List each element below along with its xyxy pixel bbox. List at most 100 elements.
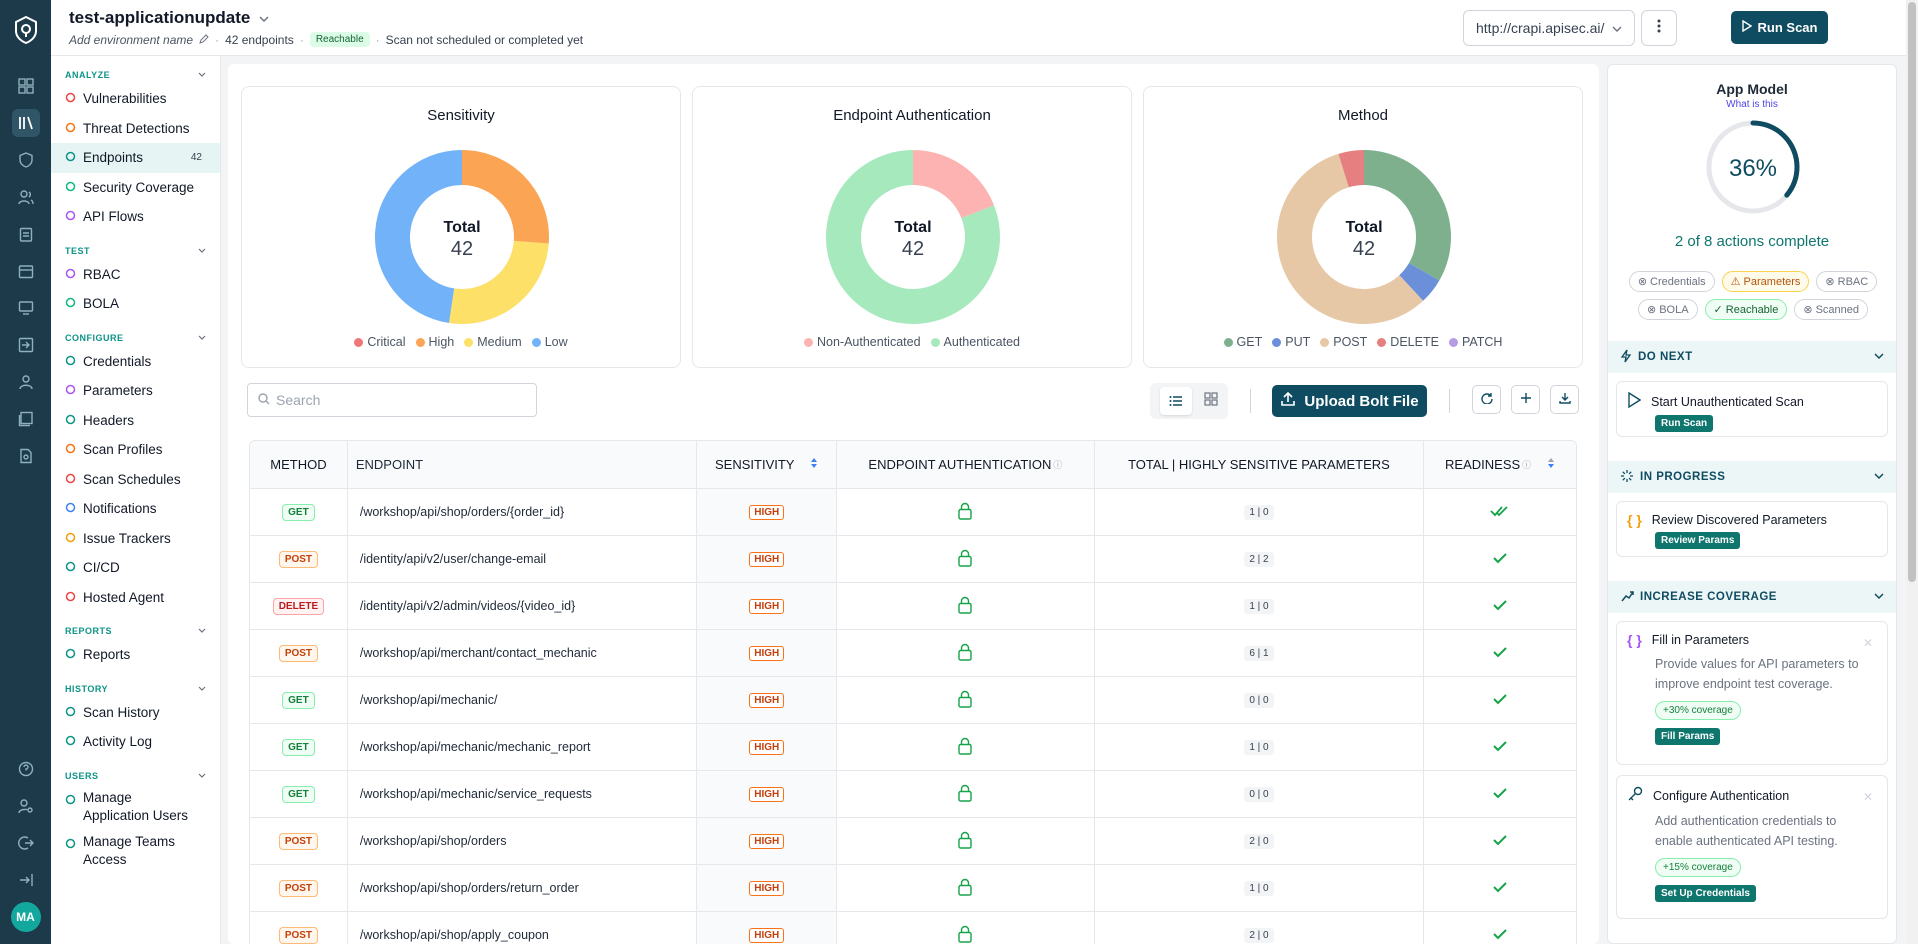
search-input[interactable]: Search xyxy=(247,383,537,417)
import-icon[interactable] xyxy=(12,331,40,359)
sidebar-item-credentials[interactable]: Credentials xyxy=(51,347,220,377)
slice-delete[interactable] xyxy=(1338,150,1364,188)
endpoint-cell[interactable]: /workshop/api/shop/orders/return_order xyxy=(346,865,696,911)
sidebar-item-vulnerabilities[interactable]: Vulnerabilities xyxy=(51,84,220,114)
run-scan-card-button[interactable]: Run Scan xyxy=(1655,415,1714,432)
endpoint-cell[interactable]: /workshop/api/mechanic/ xyxy=(346,677,696,723)
what-is-this-link[interactable]: What is this xyxy=(1726,99,1778,110)
sidebar-item-issue-trackers[interactable]: Issue Trackers xyxy=(51,524,220,554)
fill-params-button[interactable]: Fill Params xyxy=(1655,728,1721,745)
table-row[interactable]: POST/identity/api/v2/user/change-email HI… xyxy=(250,536,1576,583)
sidebar-item-manage-teams-access[interactable]: Manage Teams Access xyxy=(51,829,220,873)
inventory-icon[interactable] xyxy=(12,405,40,433)
legend-item[interactable]: Low xyxy=(531,335,568,349)
slice-low[interactable] xyxy=(375,150,462,324)
endpoint-cell[interactable]: /workshop/api/mechanic/mechanic_report xyxy=(346,724,696,770)
team-icon[interactable] xyxy=(12,368,40,396)
section-test[interactable]: TEST xyxy=(51,246,220,256)
sidebar-item-scan-profiles[interactable]: Scan Profiles xyxy=(51,435,220,465)
url-select[interactable]: http://crapi.apisec.ai/ xyxy=(1463,10,1635,46)
review-params-button[interactable]: Review Params xyxy=(1655,532,1741,549)
page-scrollbar[interactable] xyxy=(1906,0,1918,944)
sidebar-item-api-flows[interactable]: API Flows xyxy=(51,202,220,232)
app-title[interactable]: test-applicationupdate xyxy=(69,8,270,28)
legend-item[interactable]: POST xyxy=(1320,335,1367,349)
section-history[interactable]: HISTORY xyxy=(51,684,220,694)
endpoint-cell[interactable]: /workshop/api/shop/apply_coupon xyxy=(346,912,696,944)
applications-icon[interactable] xyxy=(11,109,40,137)
sidebar-item-manage-application-users[interactable]: Manage Application Users xyxy=(51,785,220,829)
scrollbar-thumb[interactable] xyxy=(1908,2,1916,582)
legend-item[interactable]: GET xyxy=(1223,335,1262,349)
chevron-down-icon[interactable] xyxy=(258,8,270,28)
in-progress-header[interactable]: IN PROGRESS xyxy=(1608,461,1896,493)
legend-item[interactable]: Medium xyxy=(464,335,522,349)
slice-authenticated[interactable] xyxy=(826,150,1000,324)
section-configure[interactable]: CONFIGURE xyxy=(51,333,220,343)
table-row[interactable]: GET/workshop/api/mechanic/service_reques… xyxy=(250,771,1576,818)
sidebar-item-security-coverage[interactable]: Security Coverage xyxy=(51,173,220,203)
shield-nav-icon[interactable] xyxy=(12,146,40,174)
slice-post[interactable] xyxy=(1277,153,1424,325)
sidebar-item-parameters[interactable]: Parameters xyxy=(51,376,220,406)
grid-view-icon[interactable] xyxy=(1204,391,1218,411)
sidebar-item-endpoints[interactable]: Endpoints 42 xyxy=(51,143,220,173)
chip-rbac[interactable]: ⊗ RBAC xyxy=(1816,271,1878,292)
col-sensitivity[interactable]: SENSITIVITY xyxy=(696,441,837,488)
help-icon[interactable] xyxy=(12,755,40,783)
section-reports[interactable]: REPORTS xyxy=(51,626,220,636)
document-search-icon[interactable] xyxy=(12,442,40,470)
slice-put[interactable] xyxy=(1399,263,1440,301)
col-readiness[interactable]: READINESS ⓘ xyxy=(1423,441,1576,488)
increase-coverage-header[interactable]: INCREASE COVERAGE xyxy=(1608,581,1896,613)
close-icon[interactable]: ✕ xyxy=(1862,790,1873,804)
pencil-icon[interactable] xyxy=(199,33,209,47)
slice-get[interactable] xyxy=(1364,150,1451,281)
sidebar-item-headers[interactable]: Headers xyxy=(51,406,220,436)
endpoint-cell[interactable]: /identity/api/v2/user/change-email xyxy=(346,536,696,582)
legend-item[interactable]: High xyxy=(415,335,454,349)
legend-item[interactable]: Authenticated xyxy=(930,335,1020,349)
legend-item[interactable]: Non-Authenticated xyxy=(804,335,921,349)
legend-item[interactable]: Critical xyxy=(354,335,406,349)
set-up-credentials-button[interactable]: Set Up Credentials xyxy=(1655,885,1756,902)
table-row[interactable]: DELETE/identity/api/v2/admin/videos/{vid… xyxy=(250,583,1576,630)
list-view-icon[interactable] xyxy=(1160,387,1192,415)
chip-credentials[interactable]: ⊗ Credentials xyxy=(1628,271,1715,292)
run-scan-button[interactable]: Run Scan xyxy=(1731,11,1828,44)
table-row[interactable]: GET/workshop/api/shop/orders/{order_id} H… xyxy=(250,489,1576,536)
avatar[interactable]: MA xyxy=(10,902,41,932)
section-users[interactable]: USERS xyxy=(51,771,220,781)
collapse-sidebar-icon[interactable] xyxy=(12,866,40,894)
table-row[interactable]: GET/workshop/api/mechanic/mechanic_repor… xyxy=(250,724,1576,771)
table-row[interactable]: GET/workshop/api/mechanic/HIGH 0 | 0 xyxy=(250,677,1576,724)
chip-scanned[interactable]: ⊗ Scanned xyxy=(1794,299,1869,320)
upload-bolt-file-button[interactable]: Upload Bolt File xyxy=(1272,385,1427,417)
legend-item[interactable]: PATCH xyxy=(1448,335,1502,349)
endpoint-cell[interactable]: /workshop/api/merchant/contact_mechanic xyxy=(346,630,696,676)
calendar-nav-icon[interactable] xyxy=(12,257,40,285)
chip-bola[interactable]: ⊗ BOLA xyxy=(1637,299,1698,320)
add-endpoint-button[interactable] xyxy=(1511,385,1540,414)
sidebar-item-scan-schedules[interactable]: Scan Schedules xyxy=(51,465,220,495)
legend-item[interactable]: DELETE xyxy=(1377,335,1439,349)
sidebar-item-threat-detections[interactable]: Threat Detections xyxy=(51,114,220,144)
endpoint-cell[interactable]: /workshop/api/shop/orders xyxy=(346,818,696,864)
legend-item[interactable]: PUT xyxy=(1272,335,1310,349)
table-row[interactable]: POST/workshop/api/shop/apply_coupon HIGH 2… xyxy=(250,912,1576,944)
do-next-header[interactable]: DO NEXT xyxy=(1608,341,1896,373)
slice-high[interactable] xyxy=(462,150,549,244)
endpoint-cell[interactable]: /workshop/api/shop/orders/{order_id} xyxy=(346,489,696,535)
user-settings-icon[interactable] xyxy=(12,792,40,820)
monitor-icon[interactable] xyxy=(12,294,40,322)
section-analyze[interactable]: ANALYZE xyxy=(51,70,220,80)
more-options-button[interactable] xyxy=(1641,10,1677,46)
sidebar-item-ci-cd[interactable]: CI/CD xyxy=(51,553,220,583)
apisec-logo-icon[interactable] xyxy=(12,14,40,46)
info-icon[interactable]: ⓘ xyxy=(1053,460,1063,470)
sidebar-item-hosted-agent[interactable]: Hosted Agent xyxy=(51,583,220,613)
sidebar-item-scan-history[interactable]: Scan History xyxy=(51,698,220,728)
refresh-button[interactable] xyxy=(1472,385,1501,414)
sidebar-item-activity-log[interactable]: Activity Log xyxy=(51,727,220,757)
slice-medium[interactable] xyxy=(449,240,549,324)
